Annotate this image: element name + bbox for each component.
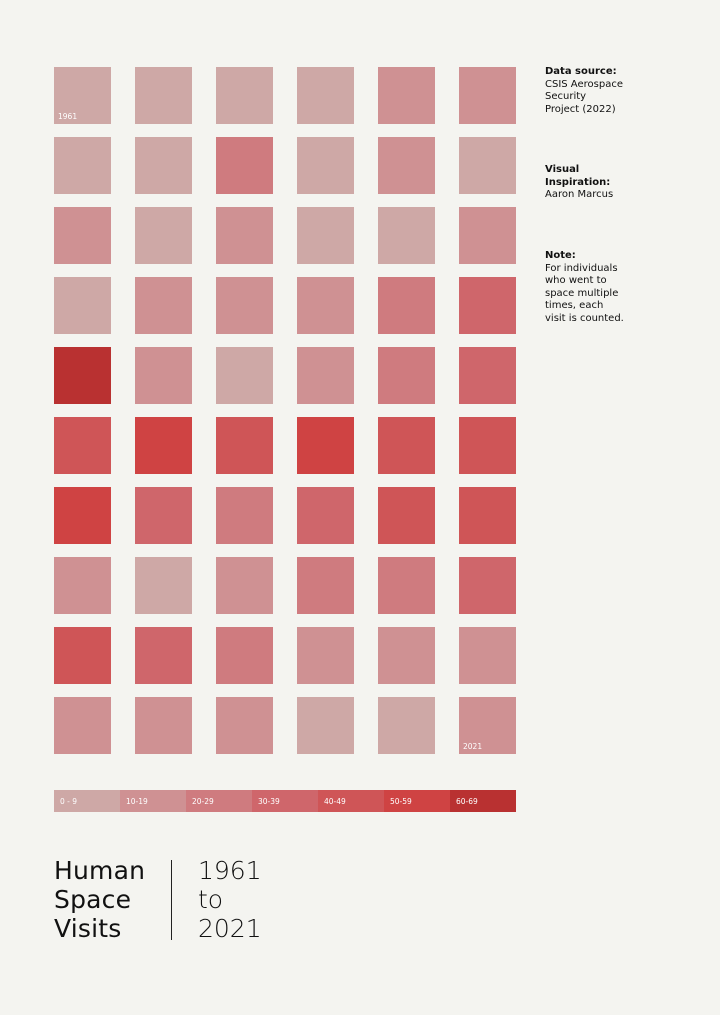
data-source-note: Data source: CSIS Aerospace Security Pro… [545,66,623,116]
heatmap-cell: 2021 [459,697,516,754]
heatmap-cell [378,277,435,334]
heatmap-cell [135,207,192,264]
legend-segment: 40-49 [318,790,384,812]
heatmap-cell [135,67,192,124]
heatmap-cell [297,207,354,264]
legend-label: 20-29 [192,797,214,806]
heatmap-cell [459,557,516,614]
heatmap-cell [378,627,435,684]
heatmap-cell [135,627,192,684]
heatmap-cell [459,207,516,264]
legend-segment: 50-59 [384,790,450,812]
heatmap-cell [459,277,516,334]
heatmap-cell [216,627,273,684]
counting-note: Note: For individuals who went to space … [545,250,624,326]
heatmap-cell [297,67,354,124]
heatmap-cell [459,487,516,544]
legend-segment: 20-29 [186,790,252,812]
start-year-label: 1961 [58,112,78,121]
legend-segment: 60-69 [450,790,516,812]
heatmap-cell [378,67,435,124]
heatmap-cell [135,417,192,474]
heatmap-cell [459,347,516,404]
heatmap-cell [297,697,354,754]
heatmap-cell [54,627,111,684]
data-source-heading: Data source: [545,66,617,77]
heatmap-cell [54,347,111,404]
heatmap-cell [216,137,273,194]
heatmap-cell [216,67,273,124]
heatmap-cell [378,347,435,404]
heatmap-cell [297,417,354,474]
heatmap-cell [378,487,435,544]
heatmap-cell [216,417,273,474]
heatmap-cell [297,487,354,544]
heatmap-cell [378,557,435,614]
visual-inspiration-text: Aaron Marcus [545,189,614,201]
heatmap-cell [459,417,516,474]
heatmap-cell [216,347,273,404]
heatmap-cell [135,347,192,404]
title-divider [171,860,172,940]
visual-inspiration-note: Visual Inspiration: Aaron Marcus [545,164,613,202]
end-year-label: 2021 [463,742,483,751]
heatmap-cell [459,137,516,194]
legend-segment: 0 - 9 [54,790,120,812]
heatmap-cell [54,557,111,614]
heatmap-cell [216,277,273,334]
heatmap-cell [216,207,273,264]
color-legend: 0 - 9 10-19 20-29 30-39 40-49 50-59 60-69 [54,790,516,812]
heatmap-cell [297,627,354,684]
heatmap-cell [297,137,354,194]
heatmap-cell [54,417,111,474]
legend-label: 50-59 [390,797,412,806]
heatmap-cell [459,627,516,684]
visual-inspiration-heading: Visual Inspiration: [545,164,611,188]
heatmap-cell [297,557,354,614]
heatmap-cell [378,137,435,194]
heatmap-cell [135,487,192,544]
legend-label: 10-19 [126,797,148,806]
legend-label: 60-69 [456,797,478,806]
legend-segment: 30-39 [252,790,318,812]
legend-label: 30-39 [258,797,280,806]
counting-note-heading: Note: [545,250,576,261]
heatmap-cell [135,277,192,334]
heatmap-grid: 1961 2021 [54,67,516,757]
heatmap-cell [459,67,516,124]
heatmap-cell [54,137,111,194]
heatmap-cell [54,697,111,754]
heatmap-cell [216,557,273,614]
heatmap-cell [135,137,192,194]
heatmap-cell [216,697,273,754]
heatmap-cell: 1961 [54,67,111,124]
heatmap-cell [135,697,192,754]
counting-note-text: For individuals who went to space multip… [545,262,624,324]
heatmap-cell [378,207,435,264]
heatmap-cell [297,347,354,404]
heatmap-cell [54,277,111,334]
heatmap-cell [297,277,354,334]
heatmap-cell [135,557,192,614]
heatmap-cell [216,487,273,544]
heatmap-cell [54,487,111,544]
heatmap-cell [378,417,435,474]
chart-title: Human Space Visits [54,856,146,943]
data-source-text: CSIS Aerospace Security Project (2022) [545,78,623,115]
legend-label: 0 - 9 [60,797,78,806]
heatmap-cell [378,697,435,754]
legend-segment: 10-19 [120,790,186,812]
heatmap-cell [54,207,111,264]
legend-label: 40-49 [324,797,346,806]
chart-subtitle: 1961 to 2021 [198,856,262,943]
